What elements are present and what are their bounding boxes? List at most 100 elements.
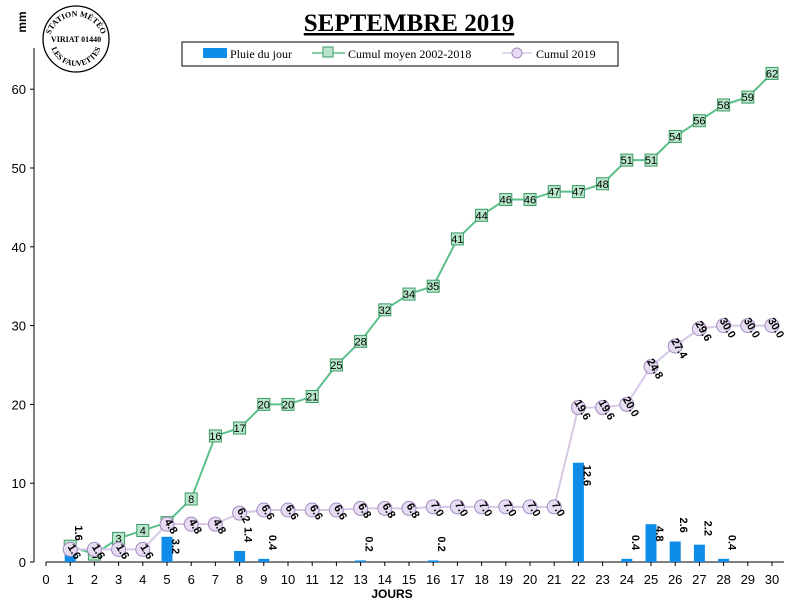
y-tick-label: 40 xyxy=(12,240,26,255)
cumul-moyen-label: 35 xyxy=(427,281,439,293)
rain-bar-day-24 xyxy=(621,558,633,562)
cumul-2019-marker xyxy=(256,502,272,518)
cumul-2019-marker xyxy=(619,396,635,412)
cumul-moyen-marker xyxy=(233,421,247,435)
cumul-2019-marker xyxy=(207,516,223,532)
legend-swatch-circle xyxy=(511,47,523,59)
stamp-line-1: STATION MÉTÉO xyxy=(44,9,108,35)
cumul-moyen-label: 54 xyxy=(669,131,681,143)
x-tick-label: 3 xyxy=(115,572,122,587)
cumul-2019-marker xyxy=(449,499,465,515)
cumul-moyen-marker xyxy=(668,129,682,143)
cumul-moyen-label: 47 xyxy=(548,187,560,199)
cumul-2019-marker xyxy=(135,541,151,557)
x-tick-label: 27 xyxy=(692,572,706,587)
cumul-2019-marker xyxy=(691,321,707,337)
data-labels: 1.6 3.2 1.4 0.4 0.2 0.2 12.6 0.4 4.8 2.6 2.2 0.4 xyxy=(72,465,737,554)
cumul-moyen-marker xyxy=(620,153,634,167)
legend-item-pluie: Pluie du jour xyxy=(203,47,292,61)
rain-bar-day-13 xyxy=(355,560,367,562)
rain-bar-label: 4.8 xyxy=(653,526,665,541)
x-tick-label: 9 xyxy=(260,572,267,587)
cumul-moyen-marker xyxy=(402,287,416,301)
cumul-moyen-marker xyxy=(571,185,585,199)
rain-bar-label: 1.6 xyxy=(72,525,84,540)
cumul-moyen-label: 46 xyxy=(500,195,512,207)
cumul-moyen-label: 51 xyxy=(645,155,657,167)
cumul-moyen-marker xyxy=(305,390,319,404)
cumul-moyen-label: 20 xyxy=(282,399,294,411)
cumul-moyen-marker xyxy=(741,90,755,104)
legend-label-cumul-moyen: Cumul moyen 2002-2018 xyxy=(348,47,471,61)
cumul-moyen-label: 56 xyxy=(693,116,705,128)
x-tick-label: 18 xyxy=(474,572,488,587)
x-tick-label: 12 xyxy=(329,572,343,587)
cumul-moyen-label: 47 xyxy=(572,187,584,199)
y-tick-label: 10 xyxy=(12,476,26,491)
x-tick-label: 0 xyxy=(42,572,49,587)
x-tick-label: 13 xyxy=(353,572,367,587)
cumul-moyen-label: 8 xyxy=(188,494,194,506)
cumul-moyen-label: 59 xyxy=(742,92,754,104)
legend-swatch-square xyxy=(322,46,334,58)
cumul-moyen-marker xyxy=(523,193,537,207)
cumul-moyen-marker xyxy=(257,397,271,411)
cumul-2019-marker xyxy=(716,318,732,334)
x-tick-label: 28 xyxy=(716,572,730,587)
x-tick-label: 8 xyxy=(236,572,243,587)
y-tick-label: 30 xyxy=(12,319,26,334)
cumul-moyen-label: 58 xyxy=(717,100,729,112)
rain-bar-label: 12.6 xyxy=(580,465,592,486)
cumul-2019-marker xyxy=(401,500,417,516)
x-tick-label: 29 xyxy=(741,572,755,587)
rain-bar-day-5 xyxy=(161,536,173,562)
cumul-moyen-marker xyxy=(765,66,779,80)
cumul-2019-marker xyxy=(232,505,248,521)
rain-bar-day-8 xyxy=(234,550,246,562)
cumul-moyen-label: 46 xyxy=(524,195,536,207)
legend-label-pluie: Pluie du jour xyxy=(230,47,292,61)
cumul-moyen-marker xyxy=(475,208,489,222)
rain-bar-day-28 xyxy=(718,558,730,562)
x-tick-label: 30 xyxy=(765,572,779,587)
cumul-2019-marker xyxy=(280,502,296,518)
cumul-lines: 2134581617202021252832343541444646474748… xyxy=(62,66,786,562)
cumul-2019-marker xyxy=(595,400,611,416)
cumul-moyen-marker xyxy=(208,429,222,443)
x-tick-label: 26 xyxy=(668,572,682,587)
cumul-moyen-marker xyxy=(644,153,658,167)
cumul-moyen-marker xyxy=(547,185,561,199)
cumul-2019-marker xyxy=(764,318,780,334)
rain-bar-label: 0.4 xyxy=(726,535,738,551)
cumul-moyen-marker xyxy=(329,358,343,372)
cumul-moyen-marker xyxy=(136,523,150,537)
cumul-2019-marker xyxy=(522,499,538,515)
cumul-moyen-label: 44 xyxy=(475,210,487,222)
chart-title: SEPTEMBRE 2019 xyxy=(304,10,514,37)
y-tick-label: 60 xyxy=(12,82,26,97)
x-tick-label: 22 xyxy=(571,572,585,587)
rain-bar-label: 0.2 xyxy=(363,536,375,551)
cumul-moyen-marker xyxy=(499,193,513,207)
cumul-moyen-label: 20 xyxy=(258,399,270,411)
x-tick-label: 14 xyxy=(378,572,392,587)
x-tick-label: 25 xyxy=(644,572,658,587)
cumul-moyen-label: 62 xyxy=(766,68,778,80)
cumul-moyen-marker xyxy=(692,114,706,128)
legend-box xyxy=(181,41,619,67)
cumul-moyen-label: 34 xyxy=(403,289,415,301)
rain-bar-label: 3.2 xyxy=(169,539,181,554)
cumul-2019-marker xyxy=(474,499,490,515)
x-tick-label: 10 xyxy=(281,572,295,587)
x-tick-label: 23 xyxy=(595,572,609,587)
cumul-2019-marker xyxy=(498,499,514,515)
x-tick-label: 1 xyxy=(67,572,74,587)
cumul-2019-marker xyxy=(667,338,683,354)
rain-bar-label: 1.4 xyxy=(242,527,254,543)
x-tick-label: 21 xyxy=(547,572,561,587)
rain-bar-label: 2.2 xyxy=(701,521,713,536)
cumul-moyen-label: 51 xyxy=(621,155,633,167)
station-stamp-logo: STATION MÉTÉO VIRIAT 01440 LES FAUVETTES xyxy=(42,5,110,73)
y-axis-label: mm xyxy=(15,11,29,32)
